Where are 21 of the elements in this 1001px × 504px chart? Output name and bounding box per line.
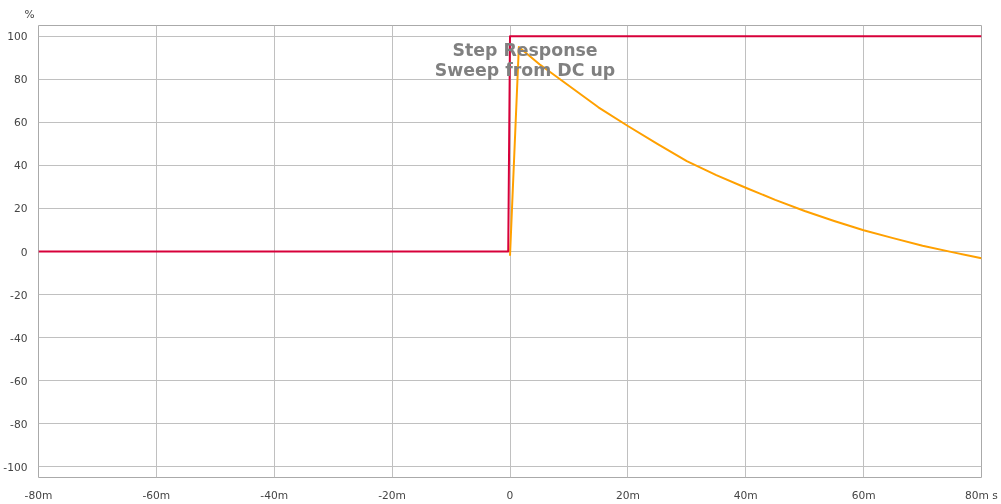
x-tick-label: -80m bbox=[24, 488, 53, 502]
y-tick-label: 0 bbox=[20, 245, 28, 259]
y-tick-label: 60 bbox=[13, 116, 28, 130]
y-tick-label: -20 bbox=[10, 288, 28, 302]
y-tick-label: -80 bbox=[10, 417, 28, 431]
x-tick-label: -60m bbox=[142, 488, 171, 502]
y-tick-label: -40 bbox=[10, 331, 28, 345]
x-tick-label: -20m bbox=[378, 488, 407, 502]
x-tick-label: 80m s bbox=[965, 488, 999, 502]
y-tick-label: 20 bbox=[13, 202, 28, 216]
x-tick-label: 60m bbox=[851, 488, 876, 502]
x-tick-label: 0 bbox=[506, 488, 514, 502]
y-tick-label: 40 bbox=[13, 159, 28, 173]
y-tick-label: -100 bbox=[3, 460, 28, 474]
y-tick-label: 80 bbox=[13, 73, 28, 87]
y-tick-label: 100 bbox=[7, 30, 28, 44]
y-tick-label: -60 bbox=[10, 374, 28, 388]
x-tick-label: 20m bbox=[615, 488, 640, 502]
x-tick-label: 40m bbox=[733, 488, 758, 502]
x-tick-label: -40m bbox=[260, 488, 289, 502]
y-axis-title: % bbox=[24, 7, 35, 21]
